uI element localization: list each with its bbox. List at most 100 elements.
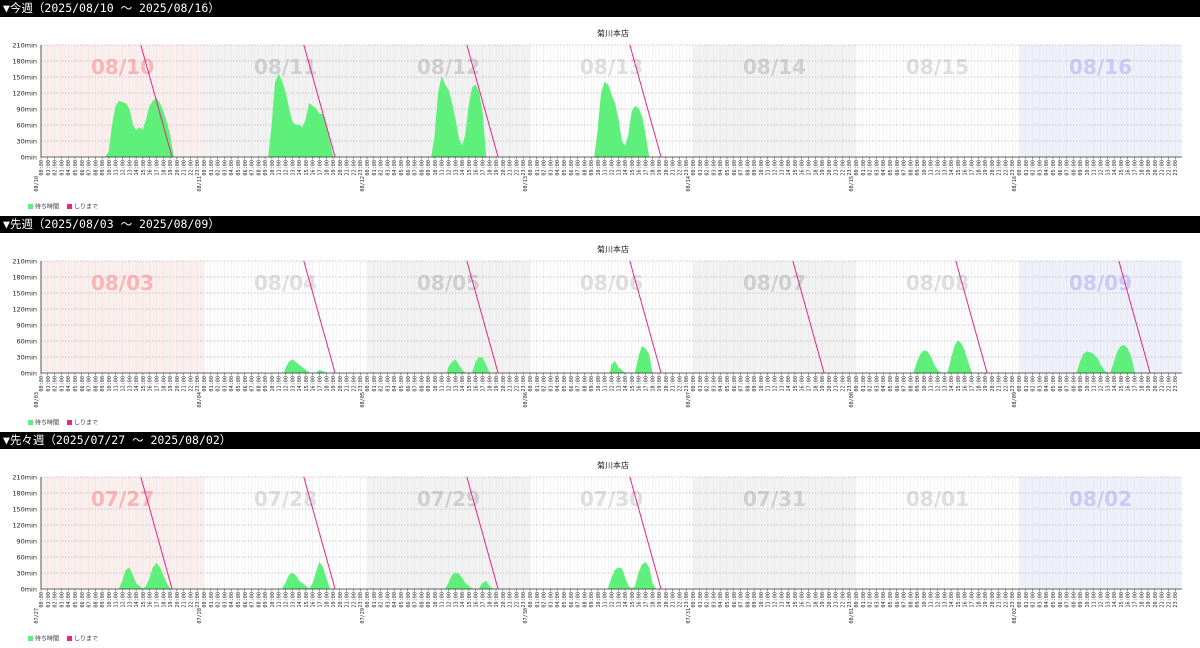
x-tick-label: 17:00 xyxy=(806,376,812,392)
x-tick-label: 01:00 xyxy=(861,592,867,608)
x-tick-label: 11:00 xyxy=(114,376,120,392)
x-tick-label: 16:00 xyxy=(148,592,154,608)
x-tick-label: 07:00 xyxy=(576,160,582,176)
x-tick-label: 16:00 xyxy=(637,376,643,392)
x-tick-label: 04:00 xyxy=(1044,160,1050,176)
x-tick-label: 06:00 xyxy=(569,592,575,608)
x-tick-label: 07:00 xyxy=(576,376,582,392)
x-tick-label: 09:00 xyxy=(100,160,106,176)
x-tick-label: 03:00 xyxy=(59,376,65,392)
x-tick-label: 10:00 xyxy=(1085,592,1091,608)
x-tick-label: 21:00 xyxy=(182,160,188,176)
day-date-label: 07/27 xyxy=(91,487,154,511)
x-tick-label: 02:00 xyxy=(868,376,874,392)
x-tick-label: 06:00 xyxy=(732,160,738,176)
x-tick-label: 00:00 xyxy=(39,376,45,392)
x-tick-label: 21:00 xyxy=(997,592,1003,608)
until-line xyxy=(303,476,336,590)
x-tick-label: 14:00 xyxy=(460,160,466,176)
y-tick-label: 210min xyxy=(12,42,37,50)
x-tick-label: 01:00 xyxy=(861,160,867,176)
legend-swatch-wait xyxy=(28,204,33,209)
x-tick-label: 23:00 xyxy=(358,376,364,392)
x-tick-label: 07:00 xyxy=(902,160,908,176)
x-tick-label: 19:00 xyxy=(1146,160,1152,176)
legend-label-wait: 待ち時間 xyxy=(35,203,59,211)
x-tick-label: 00:00 xyxy=(365,592,371,608)
x-tick-label: 18:00 xyxy=(650,592,656,608)
x-tick-label: 02:00 xyxy=(379,592,385,608)
until-line xyxy=(303,44,336,158)
x-tick-label: 11:00 xyxy=(603,160,609,176)
x-tick-label: 09:00 xyxy=(100,376,106,392)
x-tick-label: 18:00 xyxy=(976,160,982,176)
y-tick-label: 0min xyxy=(21,154,37,162)
x-tick-label: 11:00 xyxy=(929,160,935,176)
x-tick-label: 08:00 xyxy=(1071,376,1077,392)
x-tick-label: 20:00 xyxy=(990,160,996,176)
x-tick-label: 19:00 xyxy=(657,592,663,608)
day-date-label: 07/29 xyxy=(417,487,480,511)
x-tick-label: 22:00 xyxy=(1003,592,1009,608)
x-tick-label: 16:00 xyxy=(474,376,480,392)
x-tick-label: 10:00 xyxy=(433,592,439,608)
x-tick-label: 07:00 xyxy=(902,592,908,608)
day-date-label: 08/08 xyxy=(906,271,969,295)
x-tick-label: 08:00 xyxy=(582,592,588,608)
x-tick-label: 14:00 xyxy=(786,592,792,608)
x-tick-label: 09:00 xyxy=(426,160,432,176)
x-tick-label: 17:00 xyxy=(154,160,160,176)
x-tick-label: 17:00 xyxy=(1132,376,1138,392)
x-tick-label: 05:00 xyxy=(236,376,242,392)
day-date-label: 08/03 xyxy=(91,271,154,295)
x-date-tick-label: 08/03 xyxy=(34,392,40,408)
x-tick-label: 20:00 xyxy=(338,592,344,608)
x-tick-label: 12:00 xyxy=(284,592,290,608)
x-tick-label: 09:00 xyxy=(752,376,758,392)
x-tick-label: 12:00 xyxy=(284,376,290,392)
x-tick-label: 11:00 xyxy=(1092,160,1098,176)
x-tick-label: 12:00 xyxy=(773,160,779,176)
x-tick-label: 08:00 xyxy=(419,592,425,608)
x-tick-label: 03:00 xyxy=(874,160,880,176)
x-tick-label: 12:00 xyxy=(1099,592,1105,608)
x-tick-label: 01:00 xyxy=(1024,592,1030,608)
x-date-tick-label: 08/16 xyxy=(1012,176,1018,192)
x-tick-label: 08:00 xyxy=(256,376,262,392)
x-tick-label: 00:00 xyxy=(528,376,534,392)
x-tick-label: 23:00 xyxy=(1173,592,1179,608)
x-tick-label: 09:00 xyxy=(589,376,595,392)
x-tick-label: 22:00 xyxy=(514,592,520,608)
x-tick-label: 23:00 xyxy=(1010,160,1016,176)
x-tick-label: 07:00 xyxy=(413,376,419,392)
wait-time-area xyxy=(104,97,174,158)
x-tick-label: 11:00 xyxy=(1092,376,1098,392)
x-tick-label: 08:00 xyxy=(419,376,425,392)
x-tick-label: 17:00 xyxy=(1132,592,1138,608)
x-tick-label: 04:00 xyxy=(718,376,724,392)
x-tick-label: 11:00 xyxy=(277,376,283,392)
x-tick-label: 23:00 xyxy=(1010,592,1016,608)
x-tick-label: 16:00 xyxy=(474,592,480,608)
x-tick-label: 02:00 xyxy=(379,160,385,176)
x-tick-label: 16:00 xyxy=(963,376,969,392)
y-tick-label: 90min xyxy=(16,322,37,330)
x-tick-label: 10:00 xyxy=(433,376,439,392)
x-tick-label: 10:00 xyxy=(922,160,928,176)
x-tick-label: 22:00 xyxy=(840,592,846,608)
x-tick-label: 18:00 xyxy=(324,160,330,176)
x-tick-label: 04:00 xyxy=(1044,376,1050,392)
x-tick-label: 03:00 xyxy=(711,376,717,392)
x-tick-label: 05:00 xyxy=(888,592,894,608)
x-tick-label: 22:00 xyxy=(188,592,194,608)
x-tick-label: 06:00 xyxy=(406,592,412,608)
x-tick-label: 00:00 xyxy=(528,160,534,176)
x-tick-label: 06:00 xyxy=(80,160,86,176)
x-tick-label: 01:00 xyxy=(1024,160,1030,176)
x-tick-label: 19:00 xyxy=(820,160,826,176)
y-tick-label: 180min xyxy=(12,490,37,498)
until-line xyxy=(629,44,662,158)
day-date-label: 08/16 xyxy=(1069,55,1132,79)
x-tick-label: 18:00 xyxy=(813,592,819,608)
x-date-tick-label: 07/28 xyxy=(197,608,203,624)
